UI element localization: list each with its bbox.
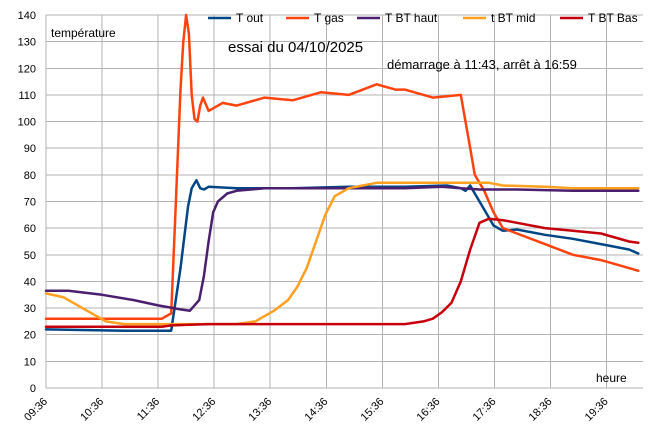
y-tick-label: 60 (24, 223, 36, 235)
y-tick-label: 140 (18, 10, 36, 22)
series-line-1 (44, 178, 640, 332)
y-tick-label: 50 (24, 250, 36, 262)
y-tick-label: 10 (24, 356, 36, 368)
legend-label: T out (236, 11, 264, 25)
series-layer (44, 13, 640, 332)
legend-item: t BT mid (463, 11, 535, 25)
legend-item: T gas (286, 11, 344, 25)
y-tick-labels: 0 10 20 30 40 50 60 70 80 90 100 110 120 130 140 (18, 10, 36, 395)
chart-subtitle: démarrage à 11:43, arrêt à 16:59 (387, 57, 577, 72)
series-line-3 (44, 185, 640, 312)
y-tick-label: 20 (24, 330, 36, 342)
y-tick-label: 40 (24, 276, 36, 288)
legend-label: T BT haut (385, 11, 438, 25)
y-tick-label: 100 (18, 117, 36, 129)
y-tick-label: 80 (24, 170, 36, 182)
legend-item: T BT haut (357, 11, 438, 25)
series-line-5 (44, 217, 640, 328)
legend-label: t BT mid (491, 11, 535, 25)
chart-title: essai du 04/10/2025 (228, 39, 363, 56)
y-tick-label: 90 (24, 143, 36, 155)
y-tick-label: 0 (30, 383, 36, 395)
series-line-4 (44, 181, 640, 326)
y-tick-label: 120 (18, 63, 36, 75)
series-line-2 (44, 13, 640, 320)
legend-label: T gas (314, 11, 344, 25)
legend-label: T BT Bas (588, 11, 638, 25)
legend: T out T gas T BT haut t BT mid T BT Bas (208, 11, 638, 25)
legend-item: T BT Bas (560, 11, 638, 25)
x-axis-label: heure (596, 371, 627, 385)
gridlines (45, 14, 643, 389)
y-tick-label: 70 (24, 197, 36, 209)
y-tick-label: 110 (18, 90, 36, 102)
legend-item: T out (208, 11, 264, 25)
y-tick-label: 30 (24, 303, 36, 315)
y-axis-label: température (51, 26, 116, 40)
y-tick-label: 130 (18, 37, 36, 49)
